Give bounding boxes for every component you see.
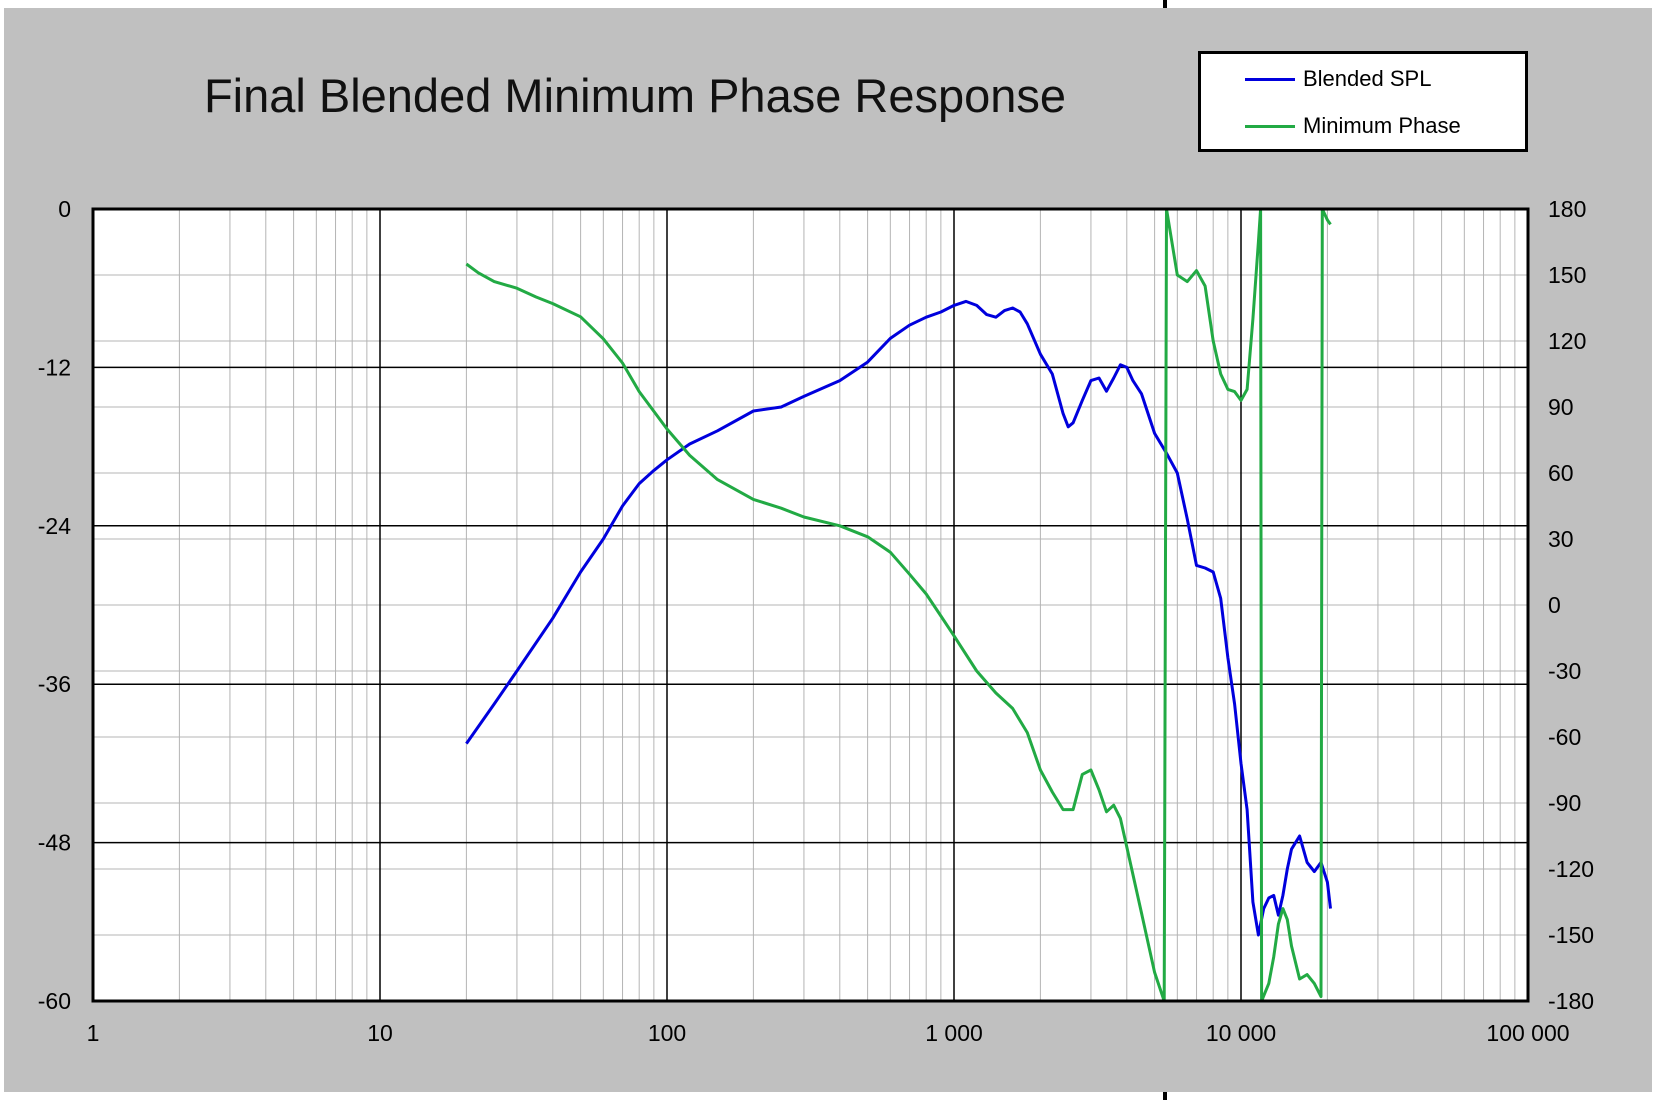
y2-tick-label: -180: [1548, 988, 1594, 1014]
x-tick-label: 10 000: [1206, 1020, 1276, 1046]
legend-swatch-minimum-phase: [1245, 124, 1295, 128]
y2-tick-label: -120: [1548, 856, 1594, 882]
y-tick-label: -36: [38, 671, 71, 697]
y2-tick-label: 120: [1548, 328, 1586, 354]
tick-layer: 1 10 100 1 000 10 000 100 000 0 -12 -24 -36 -48 -60…: [38, 196, 1594, 1046]
y2-tick-label: 30: [1548, 526, 1574, 552]
y2-tick-label: 180: [1548, 196, 1586, 222]
y2-tick-label: 60: [1548, 460, 1574, 486]
x-tick-label: 10: [367, 1020, 393, 1046]
legend-label-minimum-phase: Minimum Phase: [1303, 113, 1461, 138]
legend: Blended SPL Minimum Phase: [1198, 51, 1528, 152]
y-tick-label: -48: [38, 830, 71, 856]
y2-tick-label: -30: [1548, 658, 1581, 684]
y-tick-label: 0: [58, 196, 71, 222]
x-tick-label: 1 000: [925, 1020, 983, 1046]
y2-tick-label: -150: [1548, 922, 1594, 948]
x-tick-label: 100: [648, 1020, 686, 1046]
y2-tick-label: 0: [1548, 592, 1561, 618]
legend-label-blended-spl: Blended SPL: [1303, 66, 1432, 91]
series-layer: [465, 207, 1332, 1003]
legend-entry-blended-spl: Blended SPL: [1201, 59, 1431, 99]
legend-swatch-blended-spl: [1245, 77, 1295, 81]
y-tick-label: -24: [38, 513, 71, 539]
legend-entry-minimum-phase: Minimum Phase: [1201, 106, 1461, 146]
x-tick-label: 1: [87, 1020, 100, 1046]
series-line-0: [465, 299, 1332, 937]
frame-divider-mark-top: [1163, 0, 1167, 8]
y2-tick-label: 150: [1548, 262, 1586, 288]
series-line-1: [465, 207, 1332, 1003]
y-tick-label: -60: [38, 988, 71, 1014]
y2-tick-label: -90: [1548, 790, 1581, 816]
plot-border: [91, 207, 1530, 1003]
right-strip: [1652, 0, 1664, 1100]
y-tick-label: -12: [38, 354, 71, 380]
y2-tick-label: -60: [1548, 724, 1581, 750]
x-tick-label: 100 000: [1486, 1020, 1569, 1046]
frame-divider-mark-bottom: [1163, 1092, 1167, 1100]
y2-tick-label: 90: [1548, 394, 1574, 420]
chart-title: Final Blended Minimum Phase Response: [203, 69, 1067, 122]
